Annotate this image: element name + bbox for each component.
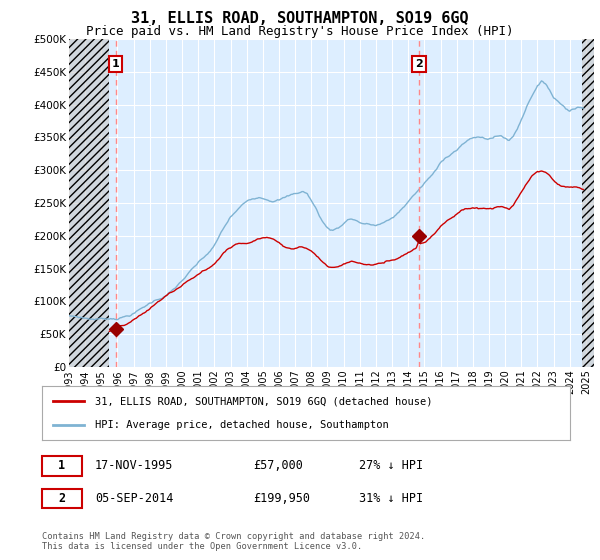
- Text: 31, ELLIS ROAD, SOUTHAMPTON, SO19 6GQ: 31, ELLIS ROAD, SOUTHAMPTON, SO19 6GQ: [131, 11, 469, 26]
- Text: 31, ELLIS ROAD, SOUTHAMPTON, SO19 6GQ (detached house): 31, ELLIS ROAD, SOUTHAMPTON, SO19 6GQ (d…: [95, 396, 432, 407]
- Text: 1: 1: [58, 459, 65, 473]
- Text: 31% ↓ HPI: 31% ↓ HPI: [359, 492, 423, 505]
- Text: 05-SEP-2014: 05-SEP-2014: [95, 492, 173, 505]
- FancyBboxPatch shape: [42, 488, 82, 508]
- Text: 27% ↓ HPI: 27% ↓ HPI: [359, 459, 423, 473]
- Bar: [582, 39, 594, 367]
- Bar: [69, 39, 109, 367]
- Text: Contains HM Land Registry data © Crown copyright and database right 2024.
This d: Contains HM Land Registry data © Crown c…: [42, 532, 425, 552]
- Text: HPI: Average price, detached house, Southampton: HPI: Average price, detached house, Sout…: [95, 420, 389, 430]
- Text: 1: 1: [112, 59, 119, 69]
- FancyBboxPatch shape: [42, 456, 82, 475]
- Text: 17-NOV-1995: 17-NOV-1995: [95, 459, 173, 473]
- Text: £57,000: £57,000: [253, 459, 303, 473]
- Text: £199,950: £199,950: [253, 492, 310, 505]
- Text: 2: 2: [415, 59, 423, 69]
- Text: 2: 2: [58, 492, 65, 505]
- Text: Price paid vs. HM Land Registry's House Price Index (HPI): Price paid vs. HM Land Registry's House …: [86, 25, 514, 38]
